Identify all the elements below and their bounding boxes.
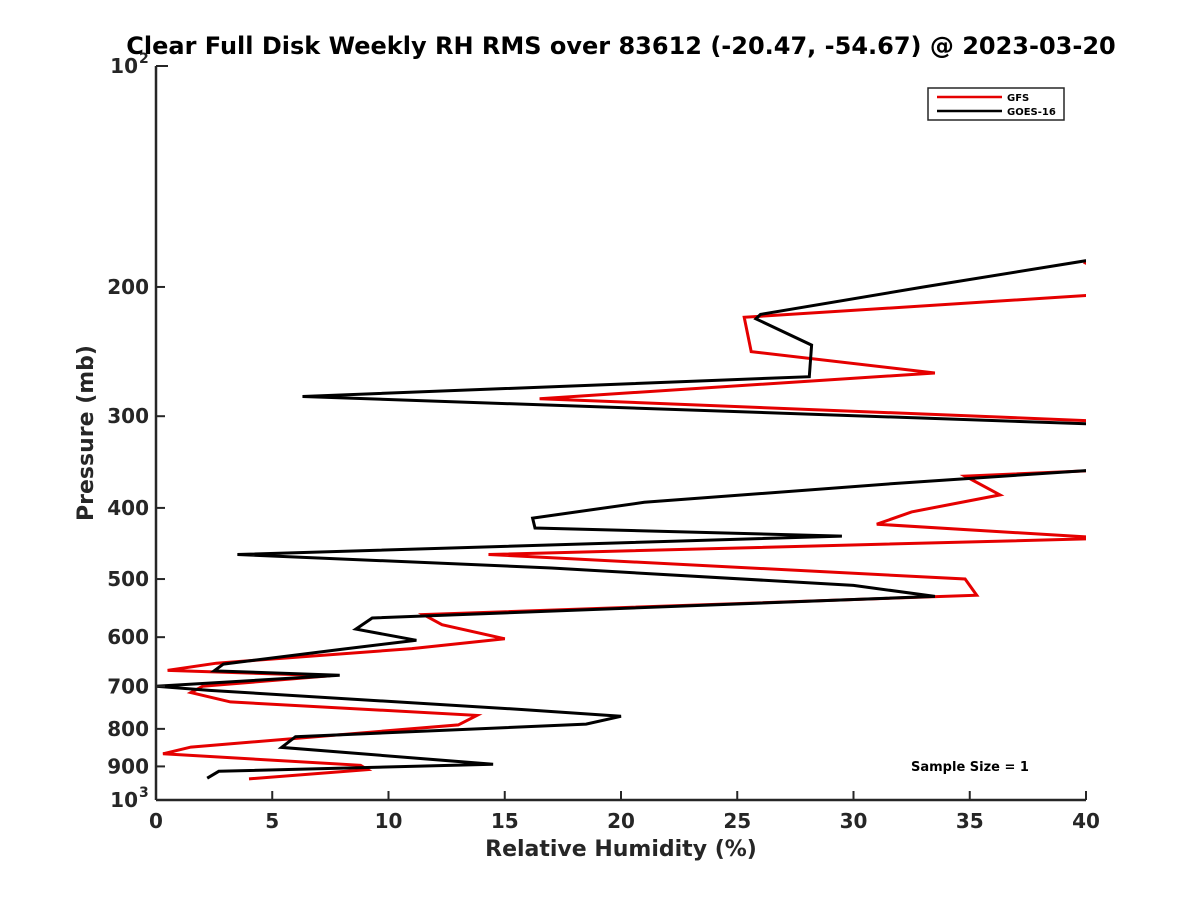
chart-title: Clear Full Disk Weekly RH RMS over 83612… — [126, 32, 1115, 60]
y-tick-label-decade: 10 — [110, 788, 138, 812]
y-tick-label: 800 — [107, 717, 149, 741]
legend-label-gfs: GFS — [1007, 93, 1029, 104]
legend-label-goes16: GOES-16 — [1007, 107, 1056, 118]
y-tick-label-exponent: 3 — [139, 785, 149, 801]
x-axis-label: Relative Humidity (%) — [485, 837, 757, 862]
y-axis-label: Pressure (mb) — [74, 345, 99, 521]
y-tick-label: 500 — [107, 567, 149, 591]
series-layer — [156, 259, 1086, 781]
legend-box — [927, 87, 1065, 121]
y-tick-label: 400 — [107, 496, 149, 520]
y-tick-label: 700 — [107, 674, 149, 698]
y-tick-label: 200 — [107, 275, 149, 299]
y-tick-label-exponent: 2 — [139, 51, 149, 67]
x-tick-label: 20 — [607, 809, 635, 833]
y-tick-label: 900 — [107, 754, 149, 778]
x-ticks: 0 5 10 15 20 25 30 35 40 — [149, 791, 1100, 833]
sample-size-annotation: Sample Size = 1 — [911, 760, 1029, 775]
x-tick-label: 5 — [265, 809, 279, 833]
x-tick-label: 35 — [956, 809, 984, 833]
legend: GFS GOES-16 — [927, 87, 1065, 121]
y-tick-label-decade: 10 — [110, 54, 138, 78]
x-tick-label: 30 — [840, 809, 868, 833]
x-tick-label: 15 — [491, 809, 519, 833]
series-line-goes16 — [156, 259, 1086, 780]
y-tick-label: 600 — [107, 625, 149, 649]
x-tick-label: 0 — [149, 809, 163, 833]
x-tick-label: 25 — [723, 809, 751, 833]
x-tick-label: 10 — [375, 809, 403, 833]
x-tick-label: 40 — [1072, 809, 1100, 833]
y-tick-label: 300 — [107, 404, 149, 428]
